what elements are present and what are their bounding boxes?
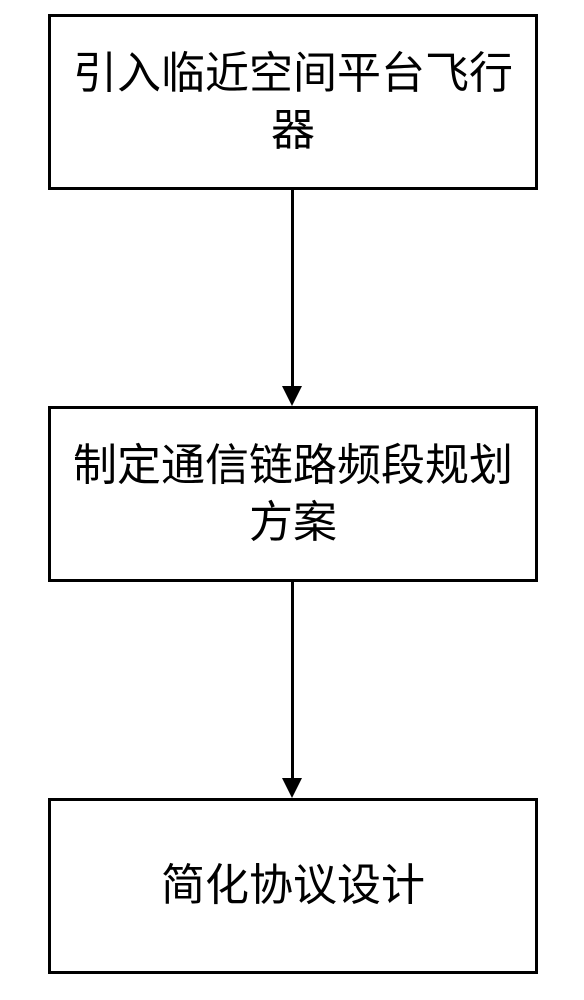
node-1-label: 引入临近空间平台飞行器 <box>51 35 535 169</box>
node-3-label: 简化协议设计 <box>151 847 435 924</box>
edge-1-line <box>291 190 294 386</box>
node-2-label: 制定通信链路频段规划方案 <box>51 427 535 561</box>
edge-2-arrowhead <box>282 778 302 798</box>
flowchart-node-1: 引入临近空间平台飞行器 <box>48 14 538 190</box>
flowchart-node-3: 简化协议设计 <box>48 798 538 974</box>
flowchart-node-2: 制定通信链路频段规划方案 <box>48 406 538 582</box>
edge-2-line <box>291 582 294 778</box>
edge-1-arrowhead <box>282 386 302 406</box>
